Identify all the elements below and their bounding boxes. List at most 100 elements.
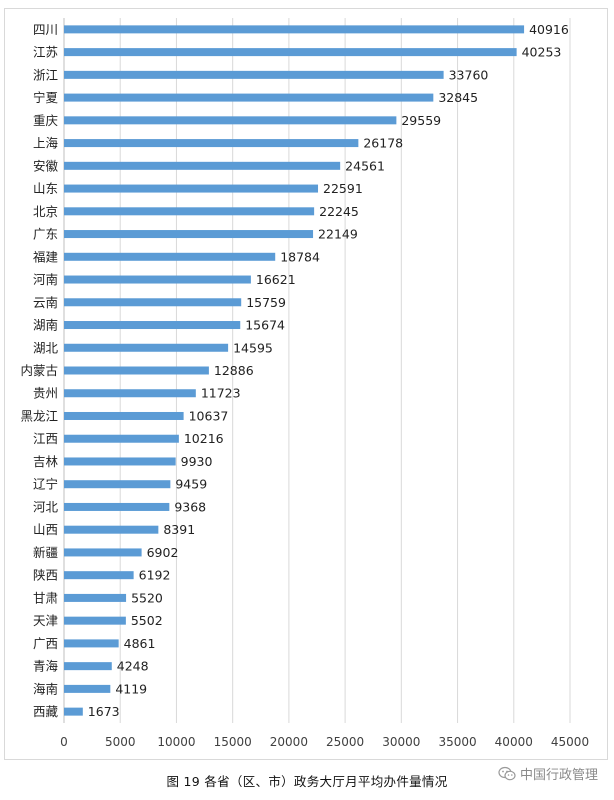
x-tick-label: 15000 [214, 735, 252, 749]
bar [64, 480, 171, 489]
bar [64, 571, 134, 580]
data-label: 15674 [245, 318, 285, 333]
data-label: 10216 [184, 431, 224, 446]
category-label: 西藏 [33, 704, 59, 719]
category-label: 广西 [33, 636, 58, 651]
category-label: 河南 [33, 272, 58, 287]
bar [64, 275, 251, 284]
bar [64, 184, 319, 193]
category-label: 安徽 [33, 158, 59, 173]
data-label: 1673 [88, 704, 120, 719]
category-label: 新疆 [33, 545, 58, 560]
x-tick-label: 5000 [105, 735, 136, 749]
bar [64, 434, 179, 443]
bar [64, 502, 170, 511]
bar [64, 25, 525, 34]
data-label: 9930 [181, 454, 213, 469]
category-label: 江苏 [33, 45, 58, 60]
data-label: 22245 [319, 204, 359, 219]
data-label: 16621 [256, 272, 296, 287]
category-label: 吉林 [33, 454, 59, 469]
x-tick-label: 35000 [438, 735, 476, 749]
category-label: 辽宁 [33, 477, 58, 492]
wechat-icon [498, 766, 516, 780]
bar [64, 707, 83, 716]
bar [64, 252, 276, 261]
data-label: 5502 [131, 613, 163, 628]
category-label: 内蒙古 [20, 363, 58, 378]
data-label: 6902 [147, 545, 179, 560]
bar [64, 639, 119, 648]
data-label: 40253 [522, 45, 562, 60]
data-label: 9368 [174, 499, 206, 514]
category-label: 湖北 [33, 340, 59, 355]
bar [64, 525, 159, 534]
x-tick-label: 45000 [551, 735, 589, 749]
data-label: 10637 [189, 408, 229, 423]
data-label: 22591 [323, 181, 363, 196]
category-label: 广东 [33, 227, 58, 242]
bar [64, 593, 127, 602]
x-tick-label: 10000 [157, 735, 195, 749]
data-label: 40916 [529, 22, 569, 37]
bar [64, 411, 184, 420]
category-label: 云南 [33, 295, 58, 310]
category-label: 海南 [33, 681, 58, 696]
data-label: 11723 [201, 386, 241, 401]
bar [64, 161, 341, 170]
bar [64, 662, 112, 671]
data-label: 6192 [139, 568, 171, 583]
x-tick-label: 0 [60, 735, 68, 749]
bar [64, 48, 517, 57]
category-label: 陕西 [33, 568, 58, 583]
data-label: 12886 [214, 363, 254, 378]
data-label: 9459 [175, 477, 207, 492]
bar [64, 116, 397, 125]
bar [64, 366, 209, 375]
figure-caption: 图 19 各省（区、市）政务大厅月平均办件量情况 [166, 774, 448, 789]
bar [64, 343, 229, 352]
category-label: 江西 [33, 431, 58, 446]
x-tick-label: 25000 [326, 735, 364, 749]
bar [64, 139, 359, 148]
bar [64, 298, 242, 307]
bar [64, 684, 111, 693]
chart-frame [4, 8, 608, 760]
bar [64, 548, 142, 557]
data-label: 22149 [318, 227, 358, 242]
category-label: 北京 [33, 204, 58, 219]
bar [64, 207, 315, 216]
data-label: 32845 [438, 90, 478, 105]
data-label: 15759 [246, 295, 286, 310]
data-label: 4248 [117, 659, 149, 674]
x-tick-label: 20000 [270, 735, 308, 749]
category-label: 四川 [33, 22, 58, 37]
category-label: 湖南 [33, 318, 58, 333]
category-label: 浙江 [33, 67, 58, 82]
category-label: 河北 [33, 499, 59, 514]
data-label: 4119 [115, 681, 147, 696]
data-label: 14595 [233, 340, 273, 355]
x-tick-label: 30000 [382, 735, 420, 749]
watermark-text: 中国行政管理 [519, 768, 598, 783]
category-label: 重庆 [33, 113, 59, 128]
data-label: 5520 [131, 590, 163, 605]
category-label: 宁夏 [33, 90, 59, 105]
category-label: 上海 [33, 136, 59, 151]
data-label: 33760 [449, 67, 489, 82]
category-label: 青海 [33, 659, 59, 674]
category-label: 天津 [33, 613, 58, 628]
bar [64, 389, 196, 398]
bar [64, 457, 176, 466]
category-label: 山西 [33, 522, 58, 537]
data-label: 18784 [280, 249, 320, 264]
data-label: 8391 [163, 522, 195, 537]
watermark: 中国行政管理 [498, 764, 598, 783]
data-label: 4861 [124, 636, 156, 651]
category-label: 福建 [33, 249, 59, 264]
data-label: 29559 [401, 113, 441, 128]
bar [64, 616, 126, 625]
bar [64, 70, 444, 79]
x-tick-label: 40000 [495, 735, 533, 749]
data-label: 24561 [345, 158, 385, 173]
